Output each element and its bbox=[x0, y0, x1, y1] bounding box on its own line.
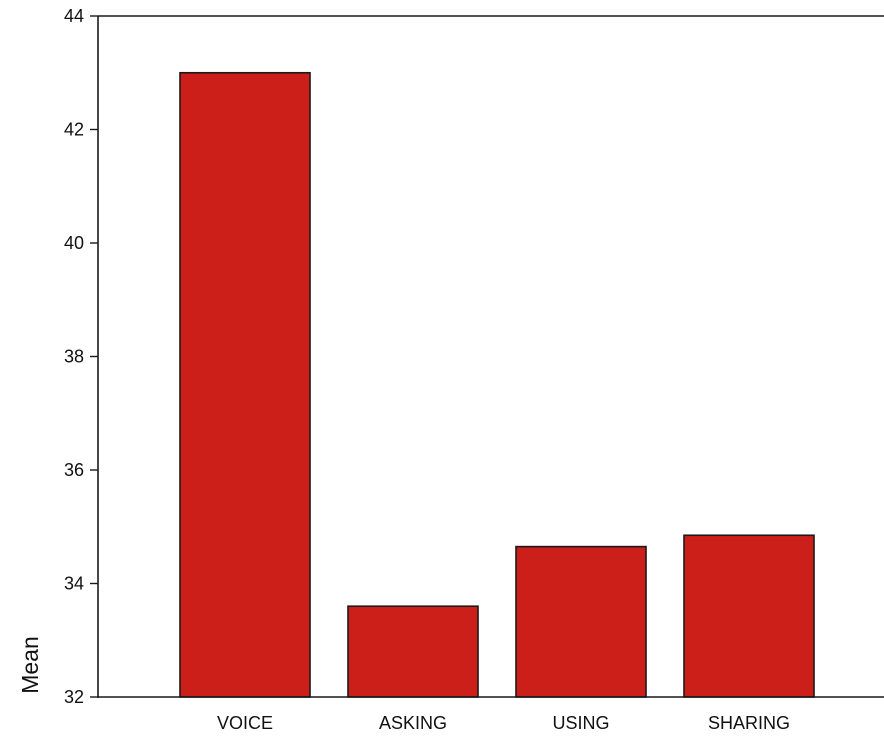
x-tick-label-asking: ASKING bbox=[379, 713, 447, 733]
x-tick-label-using: USING bbox=[552, 713, 609, 733]
bar-using bbox=[515, 545, 647, 698]
y-tick-label: 42 bbox=[64, 120, 84, 140]
y-axis-title: Mean bbox=[17, 636, 43, 694]
y-tick-label: 32 bbox=[64, 687, 84, 707]
x-tick-labels-group: VOICE ASKING USING SHARING bbox=[217, 713, 790, 733]
bar-sharing bbox=[683, 534, 815, 698]
y-tick-label: 34 bbox=[64, 574, 84, 594]
y-ticks-group: 32 34 36 38 40 42 44 bbox=[64, 6, 98, 707]
bar-asking bbox=[347, 605, 479, 698]
x-tick-label-sharing: SHARING bbox=[708, 713, 790, 733]
y-tick-label: 36 bbox=[64, 460, 84, 480]
y-tick-label: 40 bbox=[64, 233, 84, 253]
x-tick-label-voice: VOICE bbox=[217, 713, 273, 733]
y-tick-label: 44 bbox=[64, 6, 84, 26]
bars-group bbox=[179, 71, 815, 698]
bar-voice bbox=[179, 71, 311, 698]
y-tick-label: 38 bbox=[64, 347, 84, 367]
